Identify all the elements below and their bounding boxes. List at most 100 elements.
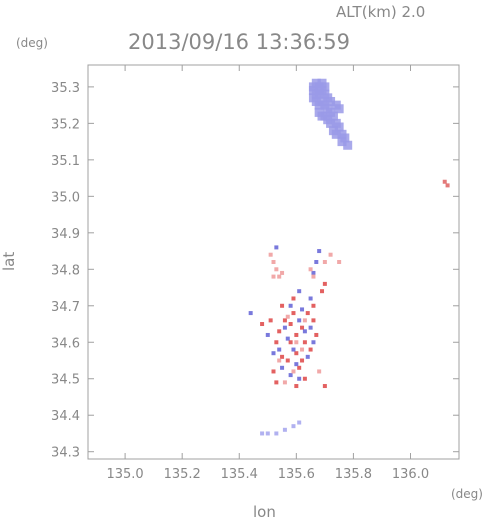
- data-point-mid-pink: [271, 260, 276, 264]
- data-point-mid-red: [280, 354, 285, 359]
- data-point-mid-red: [294, 384, 299, 389]
- data-point-mid-pink: [311, 274, 316, 279]
- data-point-south-faint: [282, 427, 287, 432]
- data-point-mid-blue: [285, 336, 290, 341]
- data-point-mid-blue: [282, 325, 287, 330]
- y-tick-label: 34.7: [51, 300, 80, 315]
- x-tick-label: 136.0: [392, 467, 429, 482]
- data-point-mid-blue: [297, 318, 302, 323]
- data-point-mid-pink: [337, 260, 342, 264]
- data-point-mid-blue: [248, 311, 253, 316]
- data-point-mid-blue: [265, 332, 270, 337]
- data-point-mid-red: [302, 340, 307, 345]
- data-point-mid-red: [308, 347, 313, 352]
- data-point-mid-blue: [311, 340, 316, 345]
- data-point-mid-blue: [302, 329, 307, 334]
- data-point-mid-red: [280, 303, 285, 308]
- data-point-mid-blue: [280, 365, 285, 370]
- y-tick-label: 34.5: [51, 373, 80, 388]
- data-point-mid-red: [288, 340, 293, 345]
- data-point-mid-pink: [271, 274, 276, 279]
- data-point-east-point: [445, 183, 450, 188]
- data-point-mid-red: [302, 376, 307, 381]
- data-point-north-blue-cloud: [334, 122, 344, 132]
- x-tick-label: 135.8: [335, 467, 372, 482]
- data-point-north-blue-cloud: [334, 104, 344, 114]
- data-point-north-blue-cloud: [328, 111, 338, 121]
- x-tick-label: 135.2: [164, 467, 201, 482]
- data-point-mid-red: [305, 311, 310, 316]
- data-point-mid-pink: [274, 267, 279, 272]
- data-point-north-blue-cloud: [337, 137, 347, 147]
- data-point-south-faint: [265, 431, 270, 436]
- y-tick-label: 34.6: [51, 336, 80, 351]
- plot-frame: [87, 64, 460, 460]
- data-point-mid-red: [320, 289, 325, 294]
- data-point-mid-blue: [291, 347, 296, 352]
- data-point-mid-red: [285, 358, 290, 363]
- y-tick-label: 34.8: [51, 263, 80, 278]
- data-point-south-faint: [260, 431, 265, 436]
- data-point-mid-red: [300, 325, 305, 330]
- data-point-mid-blue: [271, 351, 276, 356]
- y-tick-label: 35.0: [51, 190, 80, 205]
- data-point-mid-blue: [308, 325, 313, 330]
- data-point-mid-pink: [277, 274, 282, 279]
- timestamp-title: 2013/09/16 13:36:59: [128, 30, 350, 54]
- data-point-mid-red: [274, 340, 279, 345]
- data-point-mid-red: [282, 318, 287, 323]
- data-point-north-blue-cloud: [326, 118, 336, 128]
- data-point-mid-pink: [268, 252, 273, 257]
- data-point-mid-blue: [288, 373, 293, 378]
- scatter-points: [248, 78, 450, 436]
- data-point-mid-red: [314, 332, 319, 337]
- data-point-mid-blue: [294, 362, 299, 367]
- data-point-mid-red: [277, 329, 282, 334]
- data-point-mid-red: [297, 365, 302, 370]
- data-point-north-blue-cloud: [343, 140, 353, 150]
- data-point-mid-pink: [317, 369, 322, 374]
- data-point-mid-pink: [302, 318, 307, 323]
- data-point-mid-blue: [317, 249, 322, 254]
- data-point-mid-blue: [308, 296, 313, 301]
- data-point-mid-red: [291, 311, 296, 316]
- data-point-mid-red: [300, 358, 305, 363]
- data-point-mid-red: [291, 296, 296, 301]
- data-point-north-blue-cloud: [317, 111, 327, 121]
- data-point-mid-red: [271, 369, 276, 374]
- y-axis-title: lat: [0, 252, 18, 271]
- data-point-south-faint: [274, 431, 279, 436]
- data-point-mid-blue: [297, 289, 302, 294]
- data-point-mid-blue: [314, 260, 319, 264]
- data-point-mid-red: [294, 351, 299, 356]
- altitude-label: ALT(km) 2.0: [336, 3, 425, 21]
- y-tick-label: 35.2: [51, 117, 80, 132]
- y-tick-label: 35.1: [51, 154, 80, 169]
- y-tick-label: 35.3: [51, 81, 80, 96]
- data-point-mid-blue: [297, 376, 302, 381]
- data-point-mid-blue: [305, 354, 310, 359]
- data-point-mid-pink: [308, 267, 313, 272]
- data-point-mid-pink: [282, 380, 287, 385]
- data-point-mid-red: [268, 318, 273, 323]
- axis-ticks: [88, 65, 459, 459]
- data-point-mid-pink: [294, 340, 299, 345]
- x-tick-label: 135.0: [106, 467, 143, 482]
- data-point-mid-pink: [285, 314, 290, 319]
- data-point-mid-red: [311, 303, 316, 308]
- data-point-mid-red: [311, 318, 316, 323]
- y-axis-unit: (deg): [16, 36, 48, 50]
- y-tick-label: 34.4: [51, 409, 80, 424]
- data-point-south-faint: [291, 424, 296, 429]
- data-point-mid-blue: [288, 303, 293, 308]
- data-point-mid-blue: [274, 245, 279, 250]
- data-point-mid-pink: [280, 270, 285, 275]
- data-point-mid-blue: [300, 307, 305, 312]
- y-tick-label: 34.9: [51, 227, 80, 242]
- data-point-mid-blue: [311, 270, 316, 275]
- data-point-mid-red: [322, 281, 327, 286]
- data-point-mid-pink: [328, 252, 333, 257]
- data-point-south-faint: [297, 420, 302, 425]
- y-tick-label: 34.3: [51, 446, 80, 461]
